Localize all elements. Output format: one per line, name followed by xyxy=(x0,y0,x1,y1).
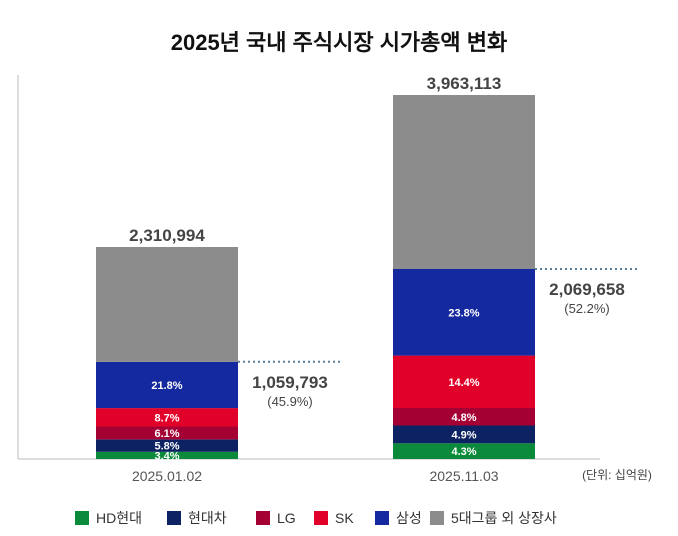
top5-sum-label: 2,069,658 xyxy=(549,280,625,299)
bar-segment-5 xyxy=(393,269,535,356)
top5-sum-label: 1,059,793 xyxy=(252,373,328,392)
bar-segment-1 xyxy=(393,443,535,459)
chart-title: 2025년 국내 주식시장 시가총액 변화 xyxy=(171,30,508,55)
unit-note: (단위: 십억원) xyxy=(582,468,652,482)
top5-share-label: (45.9%) xyxy=(267,394,313,409)
legend-swatch xyxy=(75,511,89,525)
x-tick-label: 2025.01.02 xyxy=(132,468,202,484)
x-tick-label: 2025.11.03 xyxy=(429,468,498,484)
legend-label: 삼성 xyxy=(396,510,422,526)
legend-label: 5대그룹 외 상장사 xyxy=(451,510,557,526)
segment-label: 5.8% xyxy=(154,441,179,453)
top5-share-label: (52.2%) xyxy=(564,301,610,316)
segment-label: 6.1% xyxy=(154,428,179,440)
legend-swatch xyxy=(375,511,389,525)
legend-label: 현대차 xyxy=(188,510,227,526)
bar-segment-6 xyxy=(96,247,238,362)
legend-swatch xyxy=(430,511,444,525)
legend-label: SK xyxy=(335,510,354,526)
total-label: 3,963,113 xyxy=(427,74,502,93)
legend-swatch xyxy=(256,511,270,525)
bar-segment-4 xyxy=(96,408,238,427)
bar-segment-4 xyxy=(393,355,535,408)
segment-label: 4.9% xyxy=(451,429,476,441)
bar-segment-1 xyxy=(96,451,238,459)
legend-label: LG xyxy=(277,510,296,526)
total-label: 2,310,994 xyxy=(129,226,205,245)
bar-segment-6 xyxy=(393,95,535,269)
segment-label: 21.8% xyxy=(151,380,182,392)
segment-label: 3.4% xyxy=(154,450,179,462)
bar-segment-2 xyxy=(96,439,238,452)
bar-segment-5 xyxy=(96,361,238,409)
segment-label: 4.3% xyxy=(451,446,476,458)
segment-label: 4.8% xyxy=(451,412,476,424)
bar-segment-2 xyxy=(393,425,535,444)
legend-swatch xyxy=(314,511,328,525)
legend-swatch xyxy=(167,511,181,525)
legend-label: HD현대 xyxy=(96,510,142,526)
bar-segment-3 xyxy=(96,426,238,440)
segment-label: 8.7% xyxy=(154,412,179,424)
segment-label: 23.8% xyxy=(448,307,479,319)
segment-label: 14.4% xyxy=(448,377,479,389)
bar-segment-3 xyxy=(393,408,535,426)
